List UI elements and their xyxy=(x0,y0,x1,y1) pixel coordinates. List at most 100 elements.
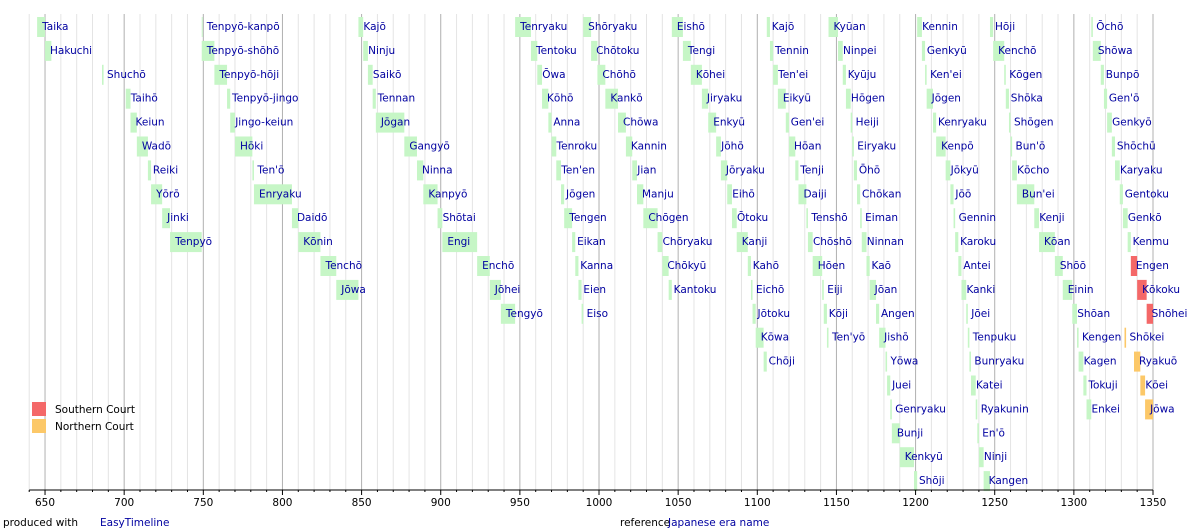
era-label[interactable]: Shōō xyxy=(1060,260,1086,272)
era-label[interactable]: Kanji xyxy=(742,236,768,248)
era-label[interactable]: Heiji xyxy=(856,117,879,129)
era-label[interactable]: Tengen xyxy=(568,212,607,224)
era-label[interactable]: Enkyū xyxy=(713,117,745,129)
era-label[interactable]: Tokuji xyxy=(1087,380,1117,392)
era-label[interactable]: Ōhō xyxy=(859,163,880,176)
era-label[interactable]: Tenryaku xyxy=(519,21,567,33)
era-label[interactable]: Kanpyō xyxy=(428,188,467,200)
era-label[interactable]: Kagen xyxy=(1084,356,1117,368)
era-label[interactable]: Chōji xyxy=(769,356,795,368)
era-label[interactable]: Eiman xyxy=(865,212,898,224)
era-label[interactable]: Enkei xyxy=(1092,403,1120,415)
era-label[interactable]: Hōan xyxy=(794,141,821,153)
era-label[interactable]: Tenpyō-kanpō xyxy=(206,21,280,33)
era-label[interactable]: Kajō xyxy=(772,21,794,33)
era-label[interactable]: Einin xyxy=(1068,284,1094,296)
era-label[interactable]: Ōchō xyxy=(1096,20,1123,33)
era-label[interactable]: Kyūju xyxy=(848,69,877,81)
era-label[interactable]: Daidō xyxy=(297,212,328,224)
era-label[interactable]: Jishō xyxy=(883,332,909,344)
era-label[interactable]: Kōhei xyxy=(696,69,725,81)
era-label[interactable]: Eihō xyxy=(732,188,755,200)
era-label[interactable]: Ōwa xyxy=(542,68,565,81)
era-label[interactable]: Tenpyō-jingo xyxy=(231,93,298,105)
era-label[interactable]: Chōryaku xyxy=(663,236,713,248)
era-label[interactable]: Eiso xyxy=(587,308,608,320)
era-label[interactable]: Jiryaku xyxy=(706,93,742,105)
era-label[interactable]: Gennin xyxy=(959,212,996,224)
era-label[interactable]: Hōgen xyxy=(851,93,885,105)
era-label[interactable]: Saikō xyxy=(373,69,402,81)
era-label[interactable]: Ōtoku xyxy=(737,211,768,224)
era-label[interactable]: Tenpyō-shōhō xyxy=(206,45,279,57)
era-label[interactable]: Jōan xyxy=(874,284,898,296)
era-label[interactable]: Chōtoku xyxy=(596,45,639,57)
era-label[interactable]: Ninpei xyxy=(843,45,876,57)
era-label[interactable]: Antei xyxy=(963,260,990,272)
era-label[interactable]: Yōwa xyxy=(890,356,919,368)
era-label[interactable]: Ten'yō xyxy=(831,332,865,344)
era-label[interactable]: Ryakunin xyxy=(981,403,1029,415)
era-label[interactable]: Kenpō xyxy=(941,141,974,153)
era-label[interactable]: Engi xyxy=(447,236,470,248)
era-label[interactable]: Ten'en xyxy=(560,164,595,176)
era-label[interactable]: Bunryaku xyxy=(974,356,1024,368)
era-label[interactable]: Chōkan xyxy=(862,188,901,200)
era-label[interactable]: Karyaku xyxy=(1120,164,1163,176)
era-label[interactable]: Tenpyō xyxy=(174,236,212,248)
era-label[interactable]: Shōan xyxy=(1077,308,1110,320)
era-label[interactable]: Eikan xyxy=(577,236,606,248)
era-label[interactable]: Shōryaku xyxy=(588,21,637,33)
era-label[interactable]: Chōgen xyxy=(648,212,688,224)
era-label[interactable]: Jinki xyxy=(166,212,189,224)
era-label[interactable]: Kenkyū xyxy=(905,451,943,463)
era-label[interactable]: Chōwa xyxy=(623,117,658,129)
era-label[interactable]: Hōji xyxy=(995,21,1015,33)
era-label[interactable]: Hōki xyxy=(240,141,263,153)
era-label[interactable]: Gen'ei xyxy=(791,117,825,129)
era-label[interactable]: Hōen xyxy=(818,260,845,272)
era-label[interactable]: Manju xyxy=(642,188,674,200)
era-label[interactable]: Bun'ei xyxy=(1022,188,1055,200)
era-label[interactable]: Kennin xyxy=(922,21,958,33)
era-label[interactable]: Shōka xyxy=(1011,93,1043,105)
era-label[interactable]: Eikyū xyxy=(783,93,811,105)
era-label[interactable]: Chōhō xyxy=(602,69,636,81)
era-label[interactable]: Kōan xyxy=(1044,236,1070,248)
era-label[interactable]: Ten'ei xyxy=(777,69,808,81)
era-label[interactable]: Gentoku xyxy=(1125,188,1169,200)
era-label[interactable]: Kyūan xyxy=(834,21,866,33)
era-label[interactable]: Ninju xyxy=(368,45,395,57)
era-label[interactable]: Eishō xyxy=(677,21,705,33)
era-label[interactable]: Kenji xyxy=(1039,212,1064,224)
era-label[interactable]: Jingo-keiun xyxy=(234,117,293,129)
era-label[interactable]: Kankō xyxy=(610,93,642,105)
era-label[interactable]: Reiki xyxy=(153,164,178,176)
era-label[interactable]: Tenshō xyxy=(810,212,847,224)
era-label[interactable]: Bunpō xyxy=(1106,69,1140,81)
era-label[interactable]: Tennin xyxy=(774,45,809,57)
reference-link[interactable]: Japanese era name xyxy=(667,517,769,529)
era-label[interactable]: Genkō xyxy=(1128,212,1162,224)
era-label[interactable]: Tengyō xyxy=(505,308,543,320)
era-label[interactable]: Chōshō xyxy=(813,236,852,248)
era-label[interactable]: Gen'ō xyxy=(1109,93,1140,105)
era-label[interactable]: Keiun xyxy=(136,117,165,129)
era-label[interactable]: Ken'ei xyxy=(930,69,962,81)
era-label[interactable]: Jōgen xyxy=(565,188,595,200)
era-label[interactable]: Kōcho xyxy=(1017,164,1049,176)
era-label[interactable]: Enchō xyxy=(482,260,514,272)
era-label[interactable]: Jōhō xyxy=(720,141,744,153)
era-label[interactable]: Tenpuku xyxy=(972,332,1016,344)
credit-link[interactable]: EasyTimeline xyxy=(100,517,169,529)
era-label[interactable]: Ryakuō xyxy=(1139,356,1177,368)
era-label[interactable]: Jōwa xyxy=(1149,403,1175,415)
era-label[interactable]: Jōkyū xyxy=(950,164,979,176)
era-label[interactable]: Hakuchi xyxy=(50,45,92,57)
era-label[interactable]: Kōkoku xyxy=(1142,284,1180,296)
era-label[interactable]: Kanki xyxy=(966,284,995,296)
era-label[interactable]: Kōwa xyxy=(761,332,789,344)
era-label[interactable]: Tenpyō-hōji xyxy=(218,69,279,81)
era-label[interactable]: Anna xyxy=(553,117,580,129)
era-label[interactable]: Gangyō xyxy=(409,141,450,153)
